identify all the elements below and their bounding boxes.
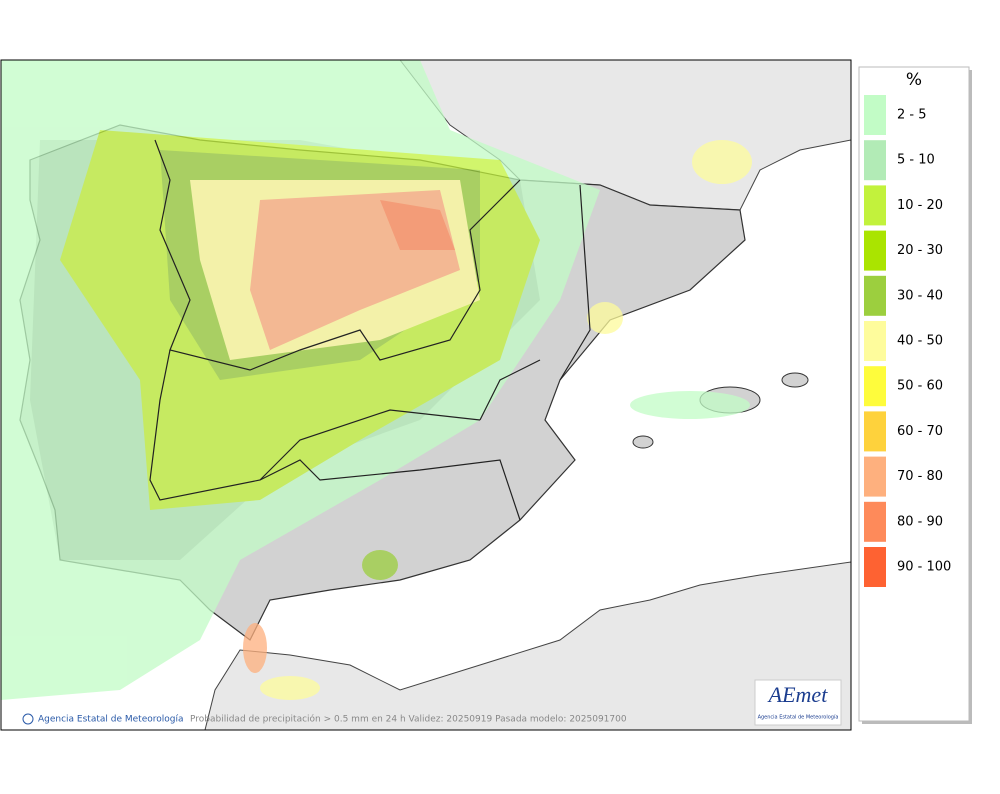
legend-label: 5 - 10 <box>897 153 935 168</box>
legend-label: 2 - 5 <box>897 108 927 123</box>
prob-area <box>692 140 752 184</box>
menorca <box>781 372 809 388</box>
legend: 2 - 5 5 - 10 10 - 20 20 - 30 30 - 40 40 - 50 5… <box>864 95 951 587</box>
prob-area <box>630 391 750 419</box>
legend-label: 20 - 30 <box>897 243 943 258</box>
legend-swatch <box>864 501 886 542</box>
precipitation-overlay <box>1 60 752 700</box>
legend-swatch <box>864 547 886 587</box>
prob-area <box>587 302 623 334</box>
copyright-icon <box>22 713 34 725</box>
legend-label: 30 - 40 <box>897 288 943 303</box>
legend-swatch <box>864 321 886 361</box>
map-frame <box>0 59 852 731</box>
prob-area <box>380 200 455 250</box>
legend-swatch <box>864 456 886 497</box>
legend-label: 60 - 70 <box>897 424 943 439</box>
legend-swatch <box>864 366 886 407</box>
legend-swatch <box>864 140 886 181</box>
prob-area <box>243 623 267 673</box>
legend-swatch <box>864 411 886 452</box>
logo-subtitle: Agencia Estatal de Meteorología <box>758 714 839 721</box>
prob-area <box>260 676 320 700</box>
legend-swatch <box>864 185 886 226</box>
map: AEmet Agencia Estatal de Meteorología Ag… <box>1 60 851 730</box>
legend-label: 40 - 50 <box>897 334 943 349</box>
logo-box <box>754 679 842 726</box>
legend-swatch <box>864 275 886 316</box>
credit: Agencia Estatal de Meteorología <box>38 715 184 725</box>
legend-label: 50 - 60 <box>897 379 943 394</box>
legend-swatch <box>864 95 886 135</box>
legend-unit: % <box>906 70 922 90</box>
region-borders <box>149 139 591 521</box>
prob-area <box>362 550 398 580</box>
ibiza <box>632 435 654 449</box>
legend-label: 70 - 80 <box>897 469 943 484</box>
legend-label: 10 - 20 <box>897 198 943 213</box>
logo-name: AEmet <box>767 682 829 707</box>
legend-label: 90 - 100 <box>897 560 951 575</box>
caption: Probabilidad de precipitación > 0.5 mm e… <box>190 714 627 725</box>
legend-swatch <box>864 230 886 271</box>
legend-label: 80 - 90 <box>897 514 943 529</box>
